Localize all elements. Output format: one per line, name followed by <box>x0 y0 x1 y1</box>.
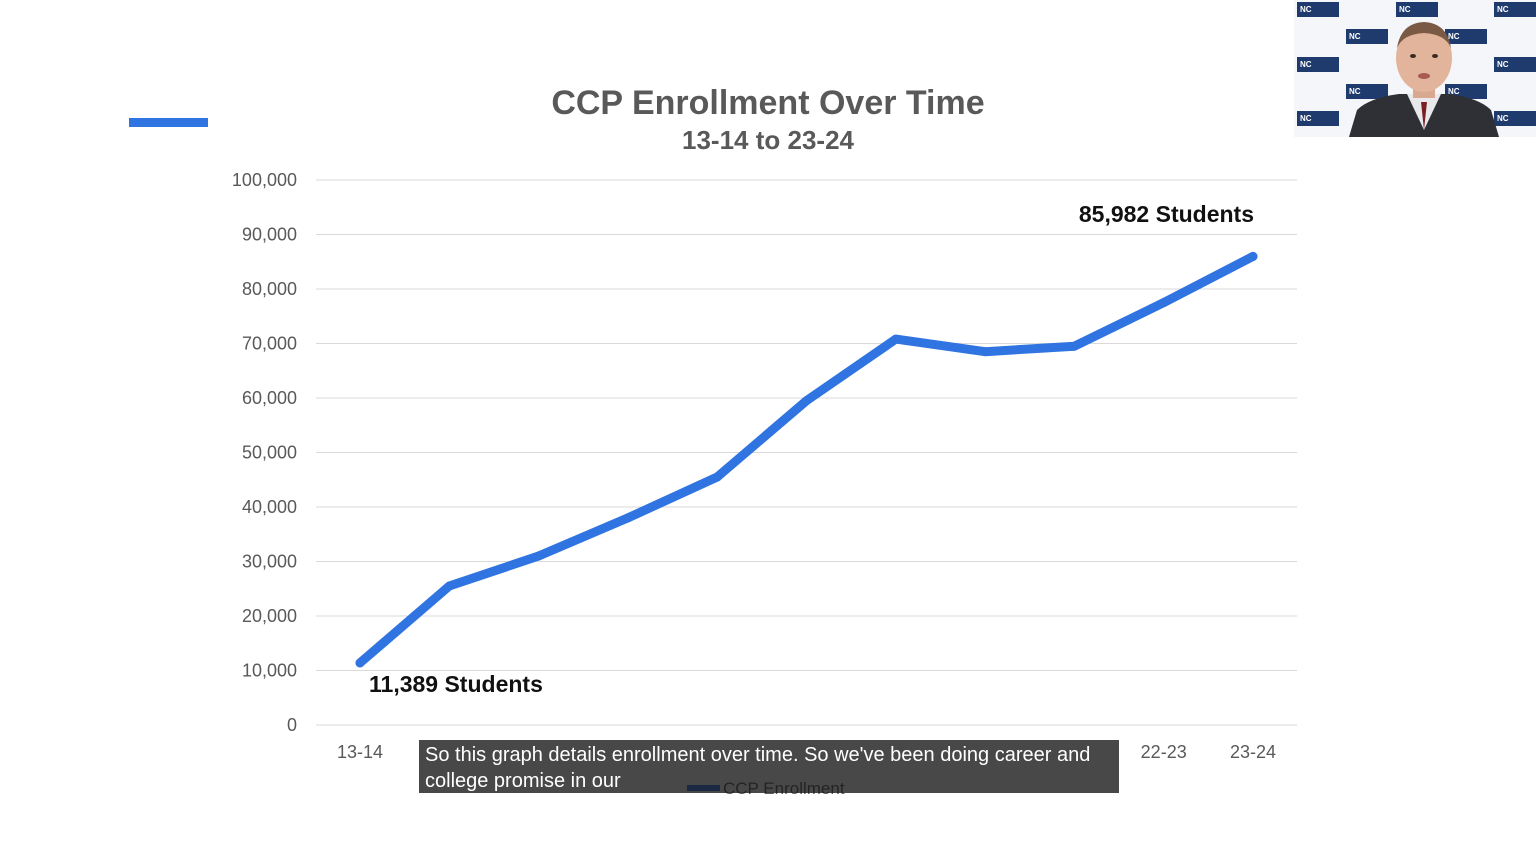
y-tick-label: 90,000 <box>242 225 297 245</box>
chart-title: CCP Enrollment Over Time <box>551 84 984 122</box>
data-point <box>980 347 990 357</box>
y-tick-label: 10,000 <box>242 661 297 681</box>
y-tick-label: 50,000 <box>242 443 297 463</box>
y-tick-label: 30,000 <box>242 552 297 572</box>
nc-logo-tile: NC <box>1297 111 1339 126</box>
nc-logo-tile: NC <box>1396 2 1438 17</box>
data-point <box>534 551 544 561</box>
x-tick-label: 23-24 <box>1230 742 1276 762</box>
x-tick-label: 22-23 <box>1141 742 1187 762</box>
y-tick-label: 80,000 <box>242 279 297 299</box>
nc-logo-tile: NC <box>1494 57 1536 72</box>
nc-logo-tile: NC <box>1346 29 1388 44</box>
nc-logo-tile: NC <box>1297 2 1339 17</box>
nc-logo-tile: NC <box>1494 2 1536 17</box>
data-point <box>712 472 722 482</box>
data-point <box>623 513 633 523</box>
series-line <box>355 251 1258 668</box>
y-tick-label: 40,000 <box>242 497 297 517</box>
chart-subtitle: 13-14 to 23-24 <box>682 125 855 155</box>
end-annotation: 85,982 Students <box>1079 201 1254 227</box>
accent-bar <box>129 118 208 127</box>
caption-text: So this graph details enrollment over ti… <box>425 744 1091 792</box>
y-tick-label: 20,000 <box>242 606 297 626</box>
y-tick-label: 0 <box>287 715 297 735</box>
y-tick-label: 60,000 <box>242 388 297 408</box>
y-tick-label: 100,000 <box>232 170 297 190</box>
nc-logo-tile: NC <box>1494 111 1536 126</box>
data-point <box>1069 341 1079 351</box>
nc-logo-tile: NC <box>1445 29 1487 44</box>
data-point <box>1159 298 1169 308</box>
data-point <box>355 658 365 668</box>
nc-logo-tile: NC <box>1297 57 1339 72</box>
speaker-avatar <box>1349 22 1499 137</box>
data-point <box>891 334 901 344</box>
data-point <box>802 396 811 406</box>
caption-overlay: So this graph details enrollment over ti… <box>419 740 1119 793</box>
nc-logo-tile: NC <box>1346 84 1388 99</box>
start-annotation: 11,389 Students <box>369 671 543 697</box>
y-tick-label: 70,000 <box>242 334 297 354</box>
data-point <box>1248 251 1258 261</box>
speaker-video-tile[interactable]: NC NC NC NC NC NC NC NC NC NC NC <box>1294 0 1536 137</box>
x-tick-label: 13-14 <box>337 742 383 762</box>
data-point <box>444 581 454 591</box>
